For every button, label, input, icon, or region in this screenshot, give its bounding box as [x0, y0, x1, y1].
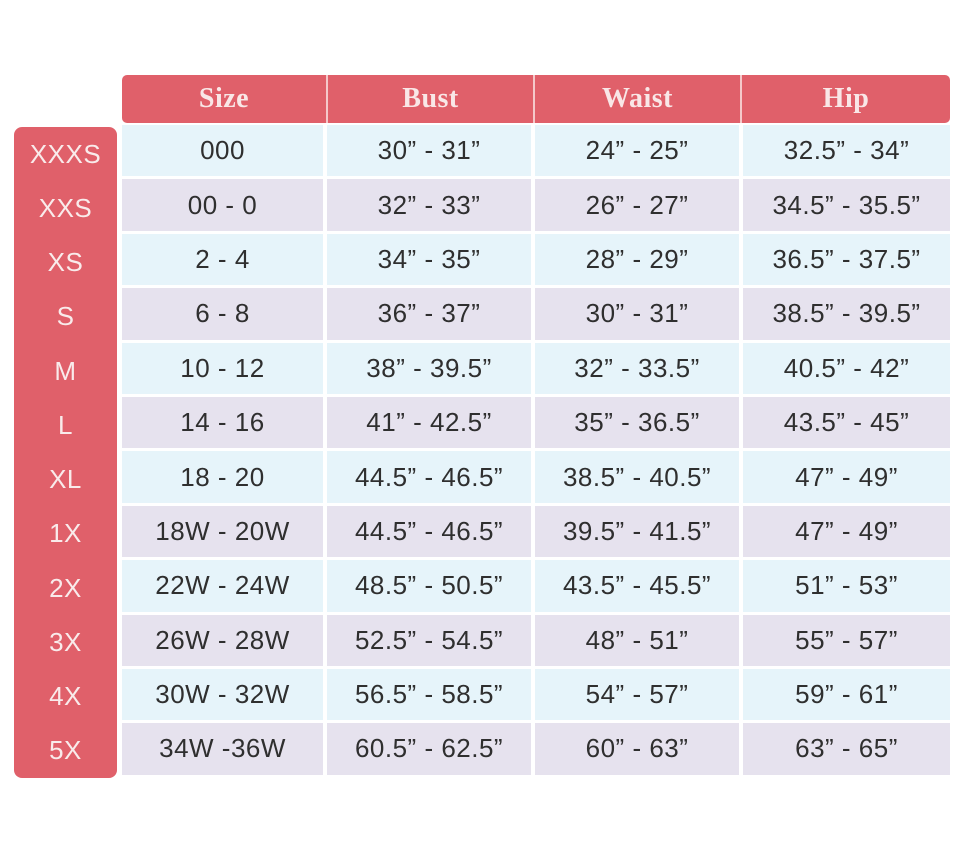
size-group-label: XS	[47, 247, 84, 278]
bust-cell: 41” - 42.5”	[327, 396, 532, 449]
size-cell: 18 - 20	[122, 451, 324, 503]
size-group-label: 2X	[49, 572, 82, 603]
size-group-label-column: XXXS XXS XS S M L XL 1X 2X 3X 4X 5X	[14, 127, 117, 778]
hip-cell: 43.5” - 45”	[743, 396, 950, 449]
table-row: 26W - 28W 52.5” - 54.5” 48” - 51” 55” - 57”	[122, 614, 950, 666]
column-header-waist: Waist	[533, 75, 740, 123]
size-cell: 00 - 0	[122, 179, 324, 231]
waist-cell: 30” - 31”	[535, 288, 740, 340]
table-row: 2 - 4 34” - 35” 28” - 29” 36.5” - 37.5”	[122, 233, 950, 286]
size-cell: 34W -36W	[122, 723, 324, 775]
waist-cell: 28” - 29”	[535, 233, 740, 286]
waist-cell: 48” - 51”	[535, 614, 740, 666]
bust-cell: 56.5” - 58.5”	[327, 668, 532, 721]
table-row: 30W - 32W 56.5” - 58.5” 54” - 57” 59” - 61”	[122, 668, 950, 721]
size-group-label: 5X	[49, 735, 82, 766]
size-cell: 10 - 12	[122, 342, 324, 394]
hip-cell: 32.5” - 34”	[743, 125, 950, 177]
table-row: 18W - 20W 44.5” - 46.5” 39.5” - 41.5” 47” -…	[122, 505, 950, 558]
hip-cell: 59” - 61”	[743, 668, 950, 721]
hip-cell: 40.5” - 42”	[743, 342, 950, 394]
waist-cell: 24” - 25”	[535, 125, 740, 177]
size-group-label: M	[54, 355, 77, 386]
waist-cell: 39.5” - 41.5”	[535, 505, 740, 558]
size-cell: 30W - 32W	[122, 668, 324, 721]
bust-cell: 60.5” - 62.5”	[327, 723, 532, 775]
column-header-bust: Bust	[326, 75, 533, 123]
table-header: Size Bust Waist Hip	[122, 75, 950, 123]
bust-cell: 44.5” - 46.5”	[327, 451, 532, 503]
bust-cell: 48.5” - 50.5”	[327, 560, 532, 612]
hip-cell: 51” - 53”	[743, 560, 950, 612]
table-row: 000 30” - 31” 24” - 25” 32.5” - 34”	[122, 125, 950, 177]
waist-cell: 43.5” - 45.5”	[535, 560, 740, 612]
waist-cell: 26” - 27”	[535, 179, 740, 231]
hip-cell: 38.5” - 39.5”	[743, 288, 950, 340]
size-cell: 18W - 20W	[122, 505, 324, 558]
size-cell: 22W - 24W	[122, 560, 324, 612]
size-group-label: 1X	[49, 518, 82, 549]
column-header-size: Size	[198, 83, 250, 114]
table-row: 18 - 20 44.5” - 46.5” 38.5” - 40.5” 47” - 4…	[122, 451, 950, 503]
size-group-label: S	[56, 301, 75, 332]
bust-cell: 32” - 33”	[327, 179, 532, 231]
table-row: 10 - 12 38” - 39.5” 32” - 33.5” 40.5” - 42”	[122, 342, 950, 394]
hip-cell: 36.5” - 37.5”	[743, 233, 950, 286]
size-group-label: XL	[49, 464, 82, 495]
bust-cell: 44.5” - 46.5”	[327, 505, 532, 558]
size-group-label: 3X	[49, 626, 82, 657]
table-row: 22W - 24W 48.5” - 50.5” 43.5” - 45.5” 51” -…	[122, 560, 950, 612]
hip-cell: 34.5” - 35.5”	[743, 179, 950, 231]
waist-cell: 54” - 57”	[535, 668, 740, 721]
column-header-hip: Hip	[740, 75, 950, 123]
waist-cell: 60” - 63”	[535, 723, 740, 775]
table-row: 14 - 16 41” - 42.5” 35” - 36.5” 43.5” - 45”	[122, 396, 950, 449]
hip-cell: 47” - 49”	[743, 451, 950, 503]
size-cell: 000	[122, 125, 324, 177]
table-row: 00 - 0 32” - 33” 26” - 27” 34.5” - 35.5”	[122, 179, 950, 231]
table-row: 34W -36W 60.5” - 62.5” 60” - 63” 63” - 65”	[122, 723, 950, 775]
size-group-label: 4X	[49, 681, 82, 712]
size-cell: 2 - 4	[122, 233, 324, 286]
bust-cell: 52.5” - 54.5”	[327, 614, 532, 666]
bust-cell: 38” - 39.5”	[327, 342, 532, 394]
size-cell: 14 - 16	[122, 396, 324, 449]
size-group-label: XXXS	[29, 138, 102, 169]
size-group-label: L	[58, 409, 73, 440]
table-row: 6 - 8 36” - 37” 30” - 31” 38.5” - 39.5”	[122, 288, 950, 340]
bust-cell: 36” - 37”	[327, 288, 532, 340]
waist-cell: 35” - 36.5”	[535, 396, 740, 449]
bust-cell: 30” - 31”	[327, 125, 532, 177]
size-group-label: XXS	[38, 192, 93, 223]
size-cell: 6 - 8	[122, 288, 324, 340]
hip-cell: 63” - 65”	[743, 723, 950, 775]
table-body: 000 30” - 31” 24” - 25” 32.5” - 34” 00 - 0 32…	[122, 125, 950, 775]
hip-cell: 55” - 57”	[743, 614, 950, 666]
waist-cell: 32” - 33.5”	[535, 342, 740, 394]
waist-cell: 38.5” - 40.5”	[535, 451, 740, 503]
size-cell: 26W - 28W	[122, 614, 324, 666]
bust-cell: 34” - 35”	[327, 233, 532, 286]
hip-cell: 47” - 49”	[743, 505, 950, 558]
